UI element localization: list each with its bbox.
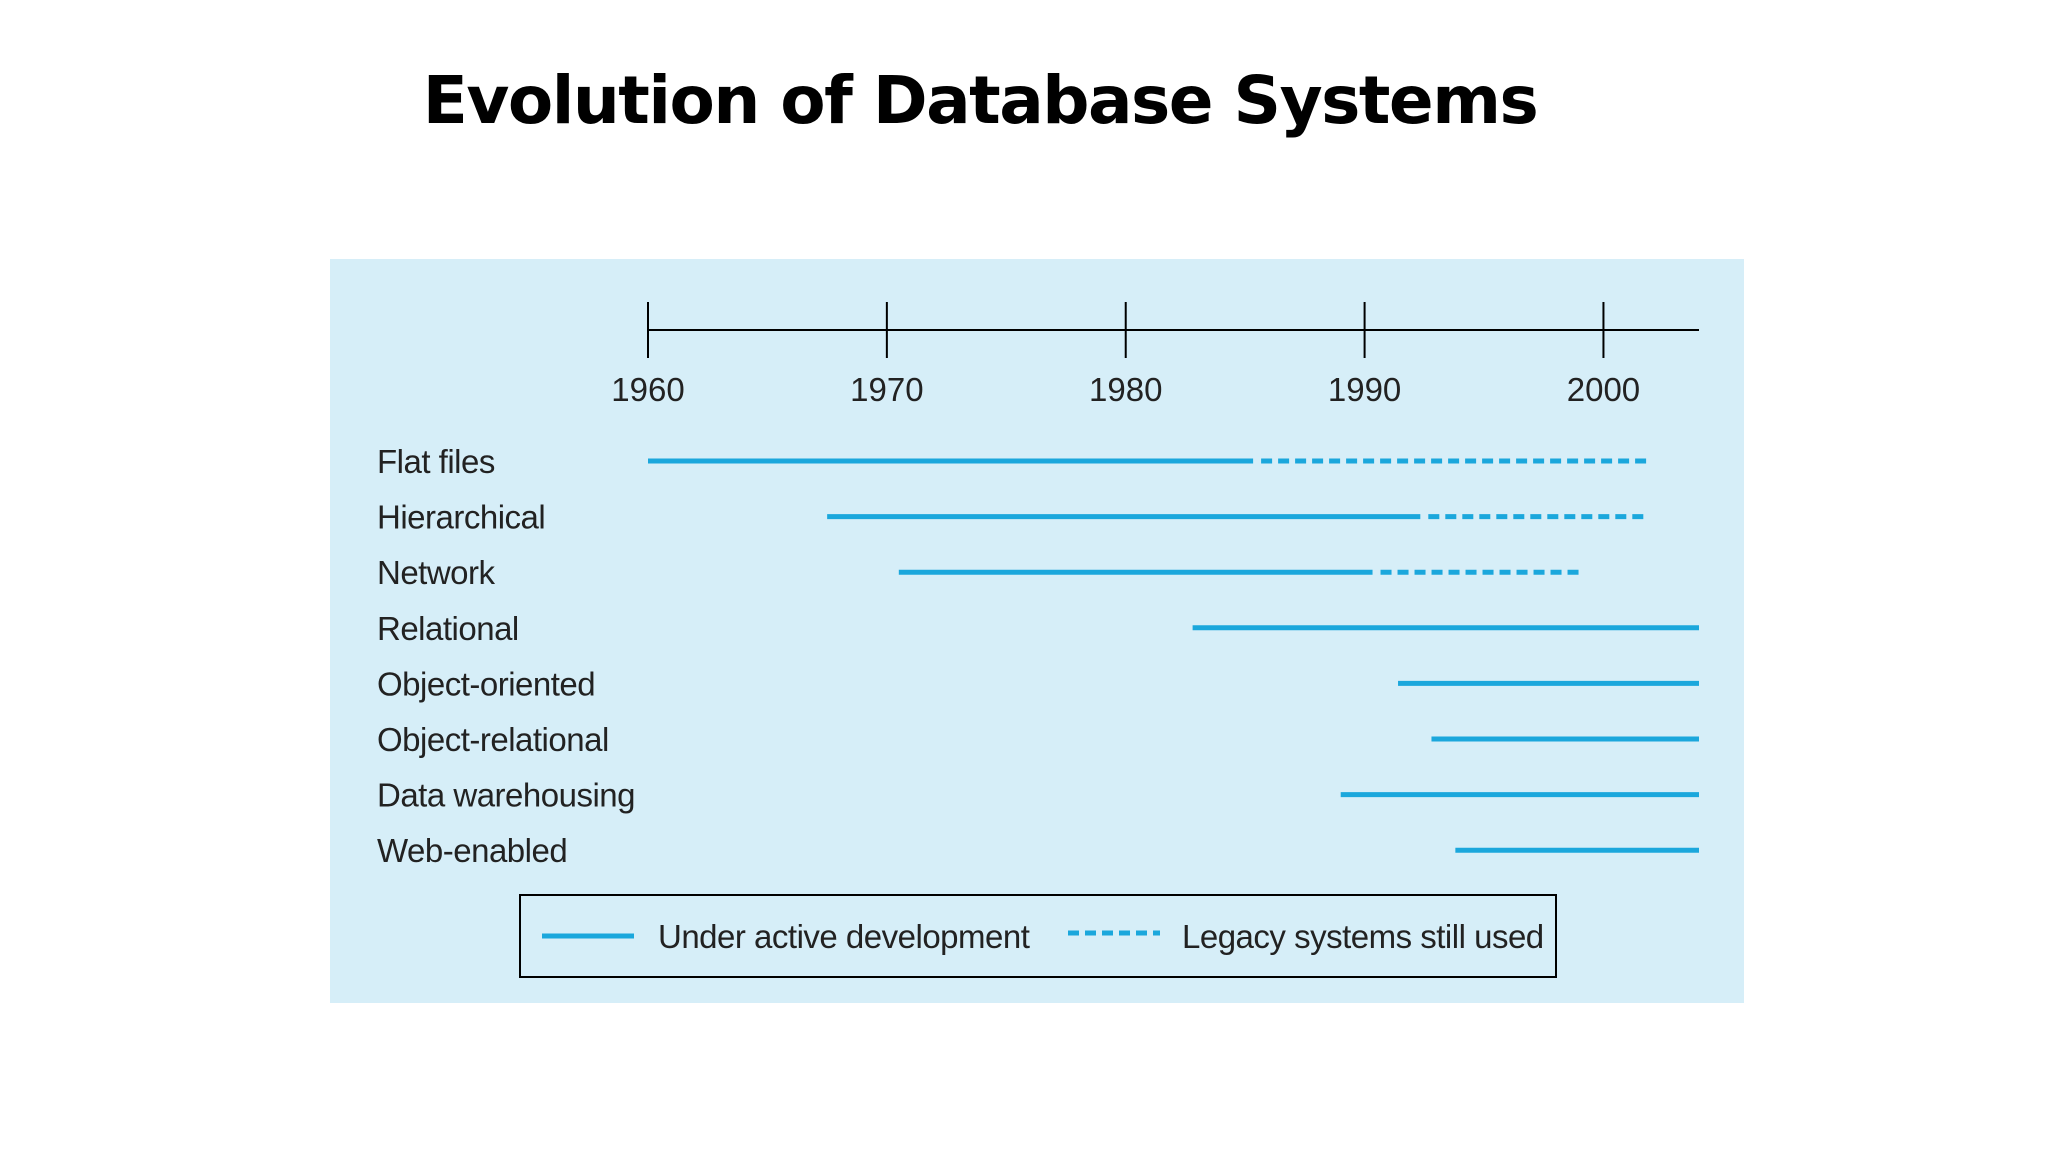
tick-label: 1980 (1089, 371, 1162, 408)
legend: Under active development Legacy systems s… (519, 894, 1557, 978)
tick-label: 1990 (1328, 371, 1401, 408)
row-label: Network (377, 554, 496, 591)
timeline-row: Flat files (377, 443, 1647, 480)
legend-box (519, 894, 1557, 978)
timeline-row: Web-enabled (377, 832, 1699, 869)
timeline-chart: 1960 1970 1980 1990 2000 Flat files Hierarchi… (330, 259, 1744, 1003)
chart-background (330, 259, 1744, 1003)
tick-label: 1960 (611, 371, 684, 408)
timeline-row: Object-oriented (377, 665, 1699, 702)
row-label: Web-enabled (377, 832, 567, 869)
row-label: Relational (377, 610, 519, 647)
row-label: Object-relational (377, 721, 609, 758)
time-axis: 1960 1970 1980 1990 2000 (611, 302, 1699, 408)
row-label: Object-oriented (377, 665, 595, 702)
row-label: Flat files (377, 443, 495, 480)
legend-legacy-label: Legacy systems still used (1182, 918, 1544, 955)
timeline-row: Network (377, 554, 1580, 591)
timeline-row: Data warehousing (377, 777, 1699, 814)
timeline-row: Relational (377, 610, 1699, 647)
timeline-row: Object-relational (377, 721, 1699, 758)
tick-label: 1970 (850, 371, 923, 408)
slide-title: Evolution of Database Systems (422, 62, 1539, 139)
row-label: Hierarchical (377, 499, 545, 536)
timeline-row: Hierarchical (377, 499, 1649, 536)
chart-panel: 1960 1970 1980 1990 2000 Flat files Hierarchi… (330, 259, 1744, 1003)
tick-label: 2000 (1567, 371, 1640, 408)
legend-active-label: Under active development (658, 918, 1030, 955)
timeline-rows: Flat files Hierarchical Network Relational O… (377, 443, 1699, 869)
row-label: Data warehousing (377, 777, 635, 814)
